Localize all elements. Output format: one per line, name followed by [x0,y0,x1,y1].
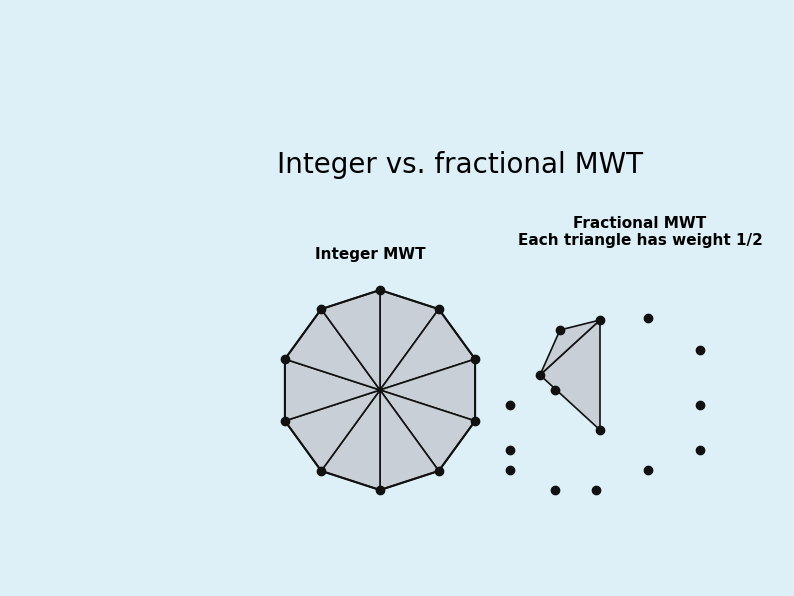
Polygon shape [380,390,475,471]
Polygon shape [322,390,380,490]
Text: Integer MWT: Integer MWT [314,247,426,262]
Polygon shape [285,359,380,421]
Polygon shape [540,320,600,375]
Polygon shape [380,390,439,490]
Polygon shape [380,290,439,390]
Polygon shape [322,290,380,390]
Text: Integer vs. fractional MWT: Integer vs. fractional MWT [277,151,643,179]
Polygon shape [380,359,475,421]
Polygon shape [285,309,380,390]
Text: Fractional MWT
Each triangle has weight 1/2: Fractional MWT Each triangle has weight … [518,216,762,248]
Polygon shape [540,320,600,430]
Polygon shape [285,390,380,471]
Polygon shape [380,309,475,390]
